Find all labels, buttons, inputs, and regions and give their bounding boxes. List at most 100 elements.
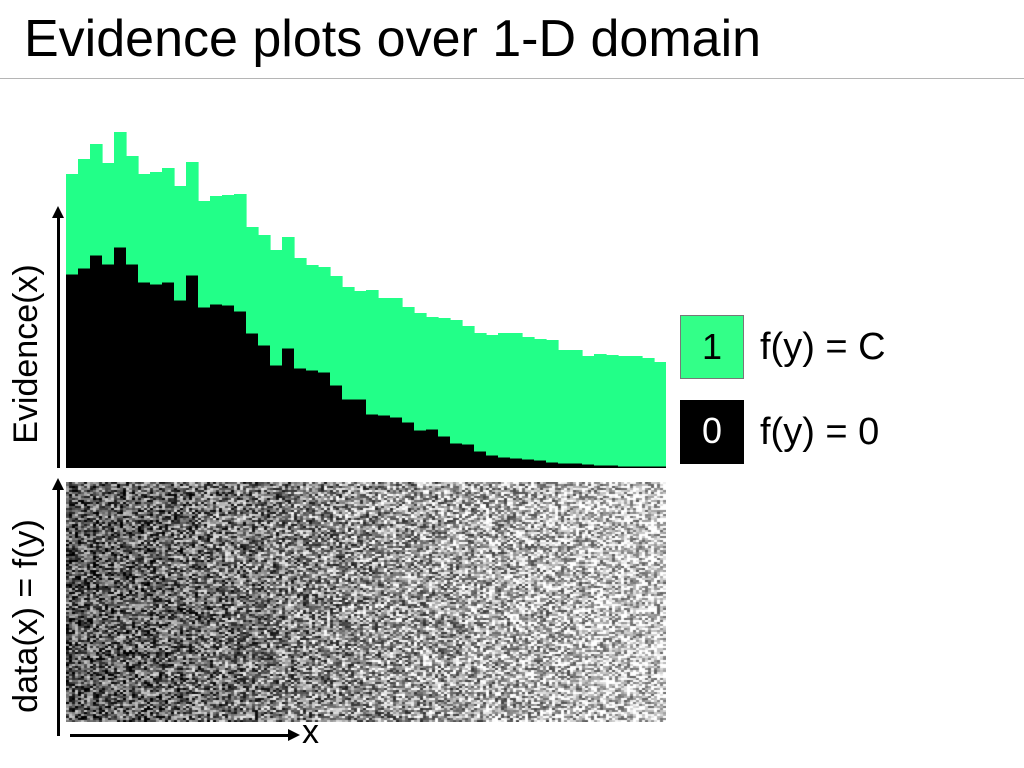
title-divider bbox=[0, 78, 1024, 79]
bar-const-5 bbox=[126, 156, 139, 265]
bar-const-24 bbox=[354, 291, 367, 400]
bar-const-49 bbox=[654, 362, 666, 467]
evidence-bars bbox=[66, 132, 666, 468]
bar-zero-44 bbox=[594, 465, 607, 468]
bar-const-1 bbox=[78, 159, 91, 269]
bar-zero-7 bbox=[150, 284, 163, 468]
bar-zero-22 bbox=[330, 385, 343, 468]
bar-const-14 bbox=[234, 194, 247, 312]
bar-zero-23 bbox=[342, 399, 355, 468]
evidence-axis-arrow-icon bbox=[52, 206, 64, 218]
bar-const-42 bbox=[570, 350, 583, 464]
bar-zero-12 bbox=[210, 304, 223, 468]
bar-zero-26 bbox=[378, 415, 391, 468]
bar-const-47 bbox=[630, 356, 643, 467]
bar-const-48 bbox=[642, 358, 655, 467]
evidence-chart bbox=[66, 132, 666, 468]
bar-const-44 bbox=[594, 354, 607, 466]
data-axis-line bbox=[57, 490, 60, 736]
data-axis-arrow-icon bbox=[52, 478, 64, 490]
bar-const-28 bbox=[402, 307, 415, 423]
bar-const-38 bbox=[522, 337, 535, 460]
bar-const-10 bbox=[186, 162, 199, 276]
bar-zero-5 bbox=[126, 264, 139, 468]
bar-zero-39 bbox=[534, 460, 547, 468]
legend-swatch-one: 1 bbox=[680, 315, 744, 379]
bar-const-26 bbox=[378, 298, 391, 416]
bar-zero-1 bbox=[78, 268, 91, 468]
x-axis-label: x bbox=[302, 713, 319, 751]
bar-zero-47 bbox=[630, 466, 643, 468]
bar-const-39 bbox=[534, 339, 547, 461]
bar-const-35 bbox=[486, 335, 499, 456]
bar-zero-40 bbox=[546, 462, 559, 468]
bar-zero-36 bbox=[498, 457, 511, 468]
bar-zero-49 bbox=[654, 466, 666, 468]
bar-zero-8 bbox=[162, 282, 175, 468]
bar-zero-24 bbox=[354, 399, 367, 468]
bar-const-13 bbox=[222, 195, 235, 306]
bar-zero-25 bbox=[366, 414, 379, 468]
bar-const-18 bbox=[282, 237, 295, 349]
bar-const-8 bbox=[162, 168, 175, 283]
bar-const-16 bbox=[258, 235, 271, 346]
bar-const-6 bbox=[138, 174, 151, 283]
bar-zero-32 bbox=[450, 443, 463, 468]
bar-const-23 bbox=[342, 287, 355, 400]
bar-const-27 bbox=[390, 298, 403, 418]
bar-const-7 bbox=[150, 172, 163, 285]
bar-const-29 bbox=[414, 313, 427, 431]
bar-zero-33 bbox=[462, 444, 475, 468]
bar-const-22 bbox=[330, 276, 343, 386]
evidence-axis-label: Evidence(x) bbox=[7, 264, 45, 444]
bar-zero-38 bbox=[522, 459, 535, 468]
bar-zero-46 bbox=[618, 466, 631, 468]
bar-const-32 bbox=[450, 320, 463, 444]
bar-const-0 bbox=[66, 174, 79, 275]
bar-zero-18 bbox=[282, 348, 295, 468]
x-axis-arrow-icon bbox=[288, 729, 300, 741]
bar-zero-15 bbox=[246, 333, 259, 468]
legend-label-one: f(y) = C bbox=[760, 326, 886, 368]
bar-zero-42 bbox=[570, 463, 583, 468]
data-heatmap bbox=[66, 482, 666, 722]
bar-const-11 bbox=[198, 201, 211, 308]
bar-zero-30 bbox=[426, 429, 439, 468]
bar-const-19 bbox=[294, 258, 307, 369]
bar-zero-29 bbox=[414, 430, 427, 468]
bar-zero-0 bbox=[66, 274, 79, 468]
legend-swatch-zero: 0 bbox=[680, 400, 744, 464]
bar-zero-37 bbox=[510, 458, 523, 468]
bar-const-41 bbox=[558, 350, 571, 464]
bar-const-9 bbox=[174, 186, 187, 301]
bar-const-34 bbox=[474, 333, 487, 452]
bar-const-33 bbox=[462, 326, 475, 445]
bar-const-37 bbox=[510, 333, 523, 459]
bar-const-43 bbox=[582, 356, 595, 465]
bar-zero-27 bbox=[390, 417, 403, 468]
bar-const-31 bbox=[438, 318, 451, 437]
bar-zero-28 bbox=[402, 422, 415, 468]
bar-zero-9 bbox=[174, 300, 187, 468]
legend-label-zero: f(y) = 0 bbox=[760, 411, 880, 453]
bar-zero-19 bbox=[294, 368, 307, 468]
bar-zero-20 bbox=[306, 370, 319, 468]
bar-const-46 bbox=[618, 356, 631, 467]
bar-zero-41 bbox=[558, 463, 571, 468]
bar-zero-43 bbox=[582, 464, 595, 468]
bar-const-15 bbox=[246, 227, 259, 334]
bar-const-4 bbox=[114, 132, 127, 248]
bar-zero-11 bbox=[198, 307, 211, 468]
bar-const-25 bbox=[366, 290, 379, 415]
bar-const-40 bbox=[546, 340, 559, 463]
bar-zero-35 bbox=[486, 455, 499, 468]
bar-zero-34 bbox=[474, 451, 487, 468]
x-axis-line bbox=[70, 734, 290, 737]
bar-const-2 bbox=[90, 144, 103, 256]
bar-zero-16 bbox=[258, 345, 271, 468]
evidence-axis-line bbox=[57, 218, 60, 468]
bar-zero-3 bbox=[102, 264, 115, 468]
bar-const-45 bbox=[606, 355, 619, 466]
bar-const-30 bbox=[426, 317, 439, 430]
bar-zero-45 bbox=[606, 465, 619, 468]
